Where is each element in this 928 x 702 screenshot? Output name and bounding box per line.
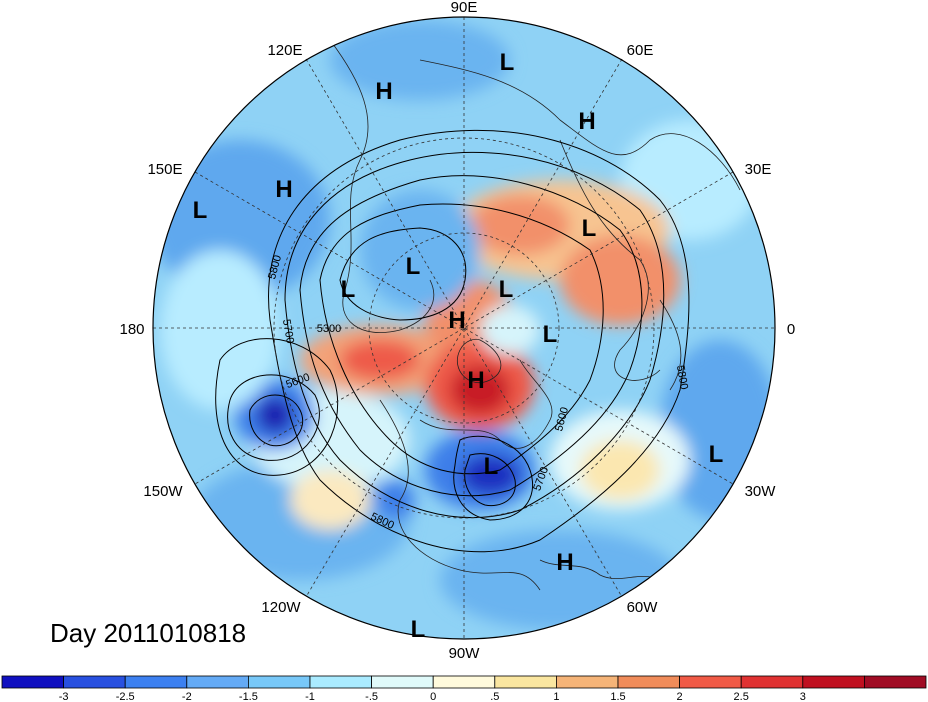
colorbar-swatch [1, 675, 64, 689]
colorbar-tick-label: 2.5 [734, 691, 749, 702]
colorbar-tick-label: .5 [490, 691, 499, 702]
colorbar-tick-label: 1.5 [610, 691, 625, 702]
colorbar-swatch [124, 675, 188, 689]
lon-label-60w: 60W [627, 599, 659, 616]
colorbar-swatch [309, 675, 372, 689]
colorbar-swatch [740, 675, 804, 689]
contour-label: 5300 [317, 323, 341, 335]
pressure-center-high: H [448, 307, 465, 334]
pressure-center-low: L [543, 321, 558, 348]
colorbar-swatch [556, 675, 619, 689]
colorbar-tick-label: -1.5 [239, 691, 258, 702]
lon-label-150w: 150W [143, 483, 183, 500]
pressure-center-low: L [193, 197, 208, 224]
colorbar-swatch [679, 675, 742, 689]
pressure-center-low: L [499, 276, 514, 303]
contour-label: 5700 [280, 318, 296, 344]
colorbar-swatch [864, 675, 927, 689]
lon-label-180: 180 [119, 321, 144, 338]
lon-label-0: 0 [787, 321, 795, 338]
lon-label-90e: 90E [451, 0, 478, 16]
colorbar-swatch [247, 675, 311, 689]
pressure-center-low: L [406, 253, 421, 280]
pressure-center-low: L [709, 441, 724, 468]
colorbar-tick-label: -2 [182, 691, 192, 702]
anomaly-shading [153, 17, 775, 639]
graticule [153, 17, 775, 639]
lon-label-120w: 120W [261, 599, 301, 616]
colorbar-tick-label: 0 [430, 691, 436, 702]
longitude-labels: 90E 120E 60E 150E 30E 180 0 150W 30W 120… [119, 0, 795, 662]
map-boundary [152, 16, 776, 640]
pressure-center-low: L [484, 453, 499, 480]
lon-label-150e: 150E [147, 161, 182, 178]
pressure-center-high: H [556, 549, 573, 576]
pressure-center-low: L [341, 276, 356, 303]
colorbar-swatch [371, 675, 434, 689]
pressure-center-low: L [500, 49, 515, 76]
height-contours [215, 129, 690, 553]
pressure-center-high: H [467, 367, 484, 394]
day-title: Day 2011010818 [50, 618, 247, 648]
colorbar-tick-label: -3 [59, 691, 69, 702]
pressure-center-high: H [375, 78, 392, 105]
pressure-center-low: L [411, 616, 426, 643]
colorbar-tick-label: -2.5 [116, 691, 135, 702]
colorbar-tick-label: 3 [800, 691, 806, 702]
colorbar-swatch [802, 675, 865, 689]
colorbar-tick-label: -.5 [365, 691, 378, 702]
colorbar-swatch [186, 675, 249, 689]
pressure-center-high: H [275, 176, 292, 203]
lon-label-30e: 30E [745, 161, 772, 178]
lon-label-60e: 60E [627, 42, 654, 59]
colorbar-tick-label: 1 [553, 691, 559, 702]
pressure-centers: L H H H L L L L L H L H L L H L [193, 49, 724, 643]
contour-label: 5800 [674, 364, 690, 390]
colorbar-tick-label: -1 [305, 691, 315, 702]
lon-label-90w: 90W [449, 645, 481, 662]
lon-label-30w: 30W [745, 483, 777, 500]
pressure-center-low: L [582, 215, 597, 242]
colorbar-swatch [494, 675, 557, 689]
colorbar-swatch [617, 675, 680, 689]
coastlines [329, 39, 741, 591]
colorbar-swatch [63, 675, 126, 689]
colorbar: -3 -2.5 -2 -1.5 -1 -.5 0 .5 1 1.5 2 2.5 3 [1, 675, 927, 702]
lon-label-120e: 120E [267, 42, 302, 59]
pressure-center-high: H [578, 108, 595, 135]
colorbar-swatch [432, 675, 496, 689]
colorbar-tick-label: 2 [677, 691, 683, 702]
